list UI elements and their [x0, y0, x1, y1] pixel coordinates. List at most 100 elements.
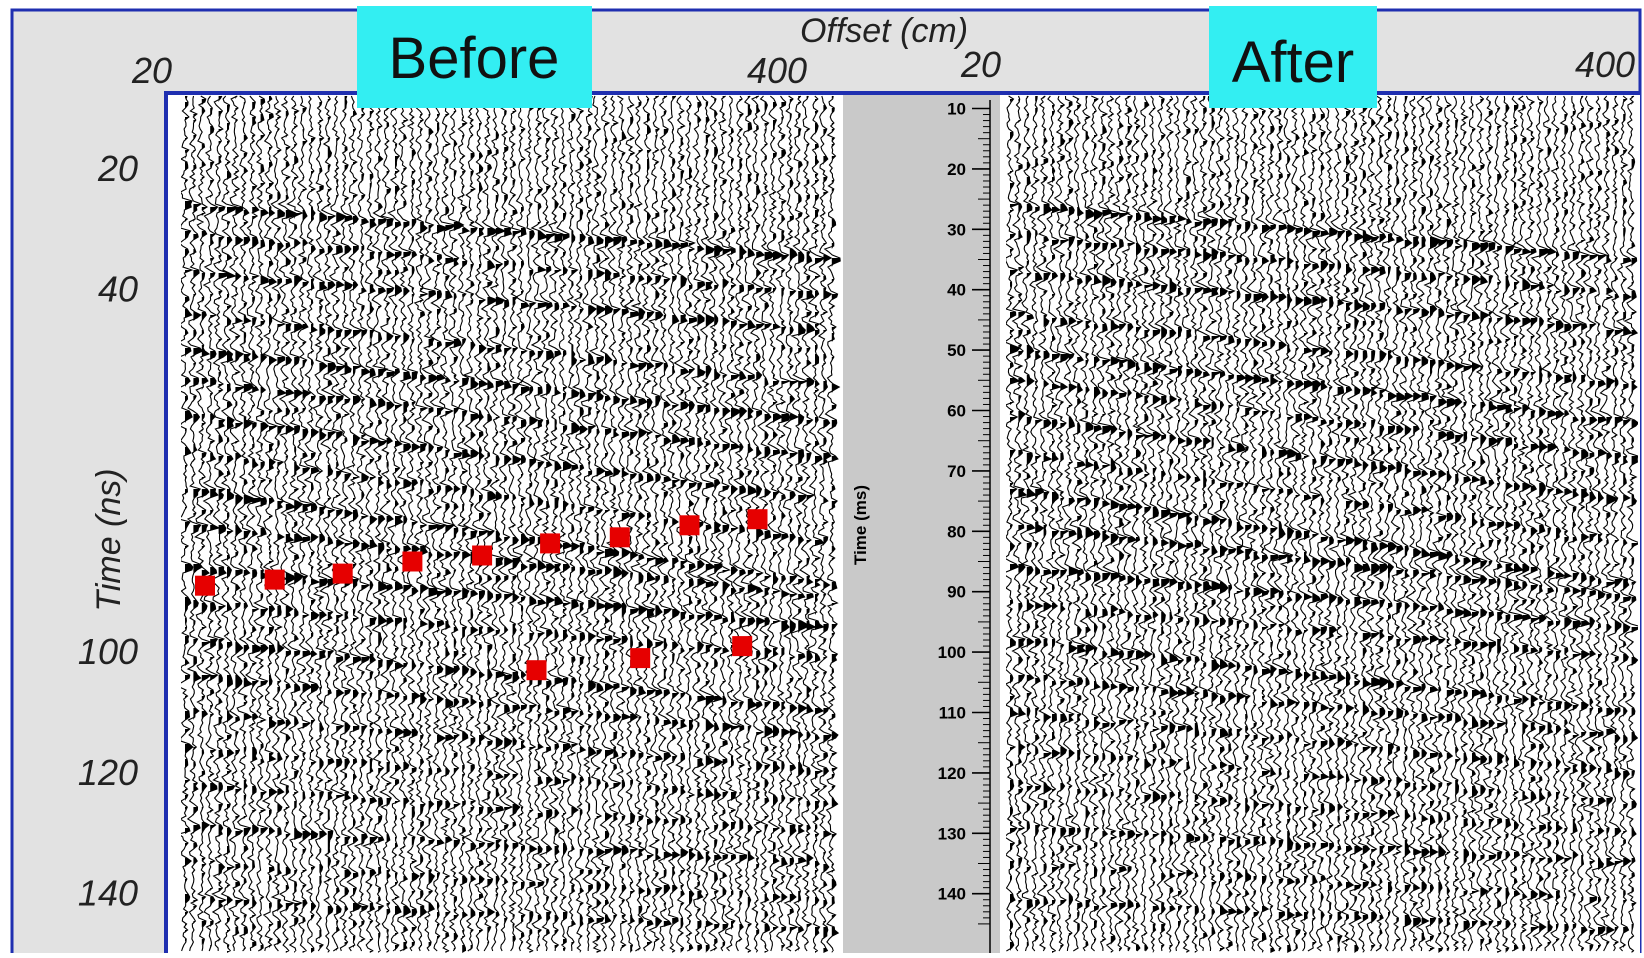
after-y-tick-label: 70	[947, 462, 966, 481]
seismic-trace-fill	[1144, 102, 1154, 951]
pick-point	[747, 509, 768, 530]
seismic-trace-fill	[588, 96, 597, 936]
after-y-tick-label: 60	[947, 402, 966, 421]
seismic-trace-fill	[605, 96, 616, 951]
seismic-trace-wiggle	[538, 95, 558, 952]
seismic-trace-wiggle	[303, 95, 321, 952]
seismic-trace-fill	[596, 129, 607, 953]
seismic-trace-fill	[1362, 96, 1373, 953]
seismic-trace-wiggle	[1129, 95, 1147, 952]
seismic-trace-fill	[1572, 105, 1583, 939]
seismic-trace-wiggle	[546, 95, 566, 952]
seismic-trace-wiggle	[1446, 95, 1467, 952]
seismic-trace-fill	[789, 99, 799, 948]
seismic-trace-fill	[1228, 102, 1237, 948]
seismic-trace-fill	[1119, 111, 1129, 951]
seismic-trace-fill	[1598, 108, 1607, 948]
seismic-trace-fill	[479, 96, 489, 933]
seismic-trace-wiggle	[1161, 95, 1180, 952]
seismic-trace-wiggle	[379, 95, 396, 952]
seismic-trace-fill	[655, 96, 666, 942]
seismic-trace-fill	[613, 123, 623, 939]
seismic-trace-fill	[1606, 102, 1617, 945]
seismic-trace-wiggle	[1547, 95, 1566, 952]
seismic-trace-wiggle	[790, 95, 809, 952]
seismic-trace-wiggle	[1061, 95, 1079, 952]
seismic-trace-fill	[806, 96, 816, 945]
before-x-tick-end: 400	[747, 50, 807, 91]
seismic-trace-fill	[319, 102, 328, 948]
seismic-trace-wiggle	[353, 95, 371, 952]
seismic-trace-fill	[831, 96, 841, 953]
after-y-tick-label: 40	[947, 281, 966, 300]
seismic-trace-fill	[756, 96, 766, 953]
pick-point	[679, 515, 700, 536]
seismic-trace-fill	[521, 129, 530, 945]
seismic-trace-fill	[1480, 99, 1489, 951]
seismic-trace-fill	[470, 105, 480, 951]
seismic-trace-fill	[1396, 114, 1405, 942]
seismic-trace-fill	[1094, 99, 1103, 942]
seismic-trace-wiggle	[714, 95, 735, 952]
seismic-trace-wiggle	[1565, 95, 1584, 952]
seismic-trace-fill	[311, 129, 319, 953]
seismic-trace-wiggle	[296, 95, 315, 952]
pick-point	[630, 648, 651, 669]
before-y-tick-label: 40	[98, 269, 138, 310]
seismic-trace-wiggle	[455, 95, 472, 952]
seismic-trace-fill	[781, 102, 790, 948]
seismic-trace-wiggle	[1069, 95, 1089, 952]
seismic-trace-fill	[714, 99, 724, 951]
after-panel-label: After	[1232, 30, 1355, 95]
seismic-trace-fill	[1404, 96, 1413, 942]
seismic-trace-wiggle	[512, 95, 531, 952]
seismic-trace-wiggle	[1606, 95, 1625, 952]
pick-point	[402, 551, 423, 572]
after-time-axis: 10 20 30 40 50 60 70 80 90 100 110 120 130 140	[938, 100, 991, 953]
before-y-tick-label: 100	[78, 631, 138, 672]
seismic-trace-fill	[630, 105, 640, 953]
seismic-trace-fill	[1564, 114, 1572, 939]
seismic-trace-fill	[1488, 102, 1498, 945]
seismic-trace-fill	[1186, 96, 1194, 953]
seismic-trace-wiggle	[530, 95, 549, 952]
seismic-trace-wiggle	[194, 95, 212, 952]
seismic-trace-wiggle	[1313, 95, 1332, 952]
seismic-trace-wiggle	[253, 95, 270, 952]
seismic-trace-fill	[1413, 99, 1422, 948]
seismic-trace-wiggle	[337, 95, 355, 952]
seismic-trace-fill	[1304, 132, 1315, 936]
seismic-trace-fill	[1388, 99, 1397, 918]
seismic-trace-fill	[193, 114, 203, 924]
seismic-trace-fill	[554, 117, 565, 948]
seismic-trace-wiggle	[823, 95, 841, 952]
seismic-trace-fill	[672, 96, 681, 953]
after-y-tick-label: 80	[947, 522, 966, 541]
seismic-trace-fill	[1522, 105, 1532, 951]
seismic-trace-fill	[638, 102, 648, 951]
seismic-trace-fill	[571, 96, 581, 945]
seismic-trace-fill	[285, 102, 296, 953]
seismic-trace-fill	[1052, 105, 1061, 953]
seismic-trace-fill	[411, 102, 420, 948]
pick-point	[526, 660, 547, 681]
seismic-trace-wiggle	[630, 95, 649, 952]
seismic-trace-wiggle	[623, 95, 641, 952]
pick-point	[732, 636, 753, 657]
seismic-trace-fill	[336, 102, 346, 951]
seismic-trace-fill	[453, 111, 464, 951]
seismic-trace-fill	[1430, 96, 1441, 951]
seismic-trace-fill	[1446, 105, 1458, 951]
seismic-trace-wiggle	[1044, 95, 1062, 952]
seismic-trace-wiggle	[1557, 95, 1574, 952]
seismic-trace-wiggle	[1011, 95, 1028, 952]
seismic-trace-fill	[277, 111, 287, 945]
seismic-trace-fill	[445, 96, 456, 953]
after-label-box	[1209, 6, 1377, 108]
seismic-trace-fill	[185, 96, 193, 942]
before-y-tick-label: 140	[78, 873, 138, 914]
after-y-axis-label: Time (ms)	[851, 485, 870, 565]
seismic-trace-fill	[680, 111, 689, 953]
